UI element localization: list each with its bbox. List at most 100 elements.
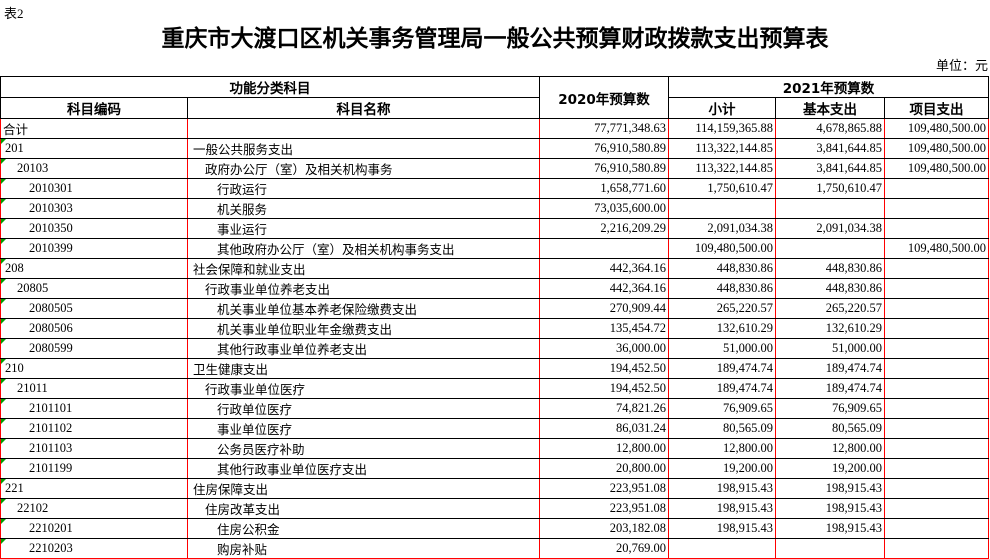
budget-2020-cell[interactable]: 223,951.08 <box>539 478 669 499</box>
project-expenditure-cell[interactable] <box>884 538 989 559</box>
subtotal-2021-cell[interactable]: 19,200.00 <box>668 458 776 479</box>
project-expenditure-cell[interactable] <box>884 458 989 479</box>
header-subtotal[interactable]: 小计 <box>668 97 776 119</box>
budget-2020-cell[interactable]: 73,035,600.00 <box>539 198 669 219</box>
subtotal-2021-cell[interactable]: 80,565.09 <box>668 418 776 439</box>
budget-2020-cell[interactable]: 270,909.44 <box>539 298 669 319</box>
budget-2020-cell[interactable]: 1,658,771.60 <box>539 178 669 199</box>
budget-2020-cell[interactable]: 442,364.16 <box>539 258 669 279</box>
project-expenditure-cell[interactable] <box>884 338 989 359</box>
subtotal-2021-cell[interactable]: 114,159,365.88 <box>668 118 776 139</box>
subject-name-cell[interactable]: 其他行政事业单位医疗支出 <box>187 458 540 479</box>
subtotal-2021-cell[interactable]: 12,800.00 <box>668 438 776 459</box>
budget-2020-cell[interactable]: 36,000.00 <box>539 338 669 359</box>
budget-2020-cell[interactable] <box>539 238 669 259</box>
project-expenditure-cell[interactable]: 109,480,500.00 <box>884 138 989 159</box>
subject-code-cell[interactable]: 2210201 <box>0 518 188 539</box>
basic-expenditure-cell[interactable]: 132,610.29 <box>775 318 885 339</box>
header-2020-budget[interactable]: 2020年预算数 <box>539 76 669 119</box>
subject-name-cell[interactable]: 机关事业单位基本养老保险缴费支出 <box>187 298 540 319</box>
budget-2020-cell[interactable]: 77,771,348.63 <box>539 118 669 139</box>
subject-name-cell[interactable]: 住房保障支出 <box>187 478 540 499</box>
budget-2020-cell[interactable]: 223,951.08 <box>539 498 669 519</box>
basic-expenditure-cell[interactable] <box>775 198 885 219</box>
subtotal-2021-cell[interactable]: 76,909.65 <box>668 398 776 419</box>
project-expenditure-cell[interactable] <box>884 498 989 519</box>
subject-code-cell[interactable]: 20103 <box>0 158 188 179</box>
basic-expenditure-cell[interactable]: 3,841,644.85 <box>775 158 885 179</box>
basic-expenditure-cell[interactable]: 1,750,610.47 <box>775 178 885 199</box>
project-expenditure-cell[interactable] <box>884 198 989 219</box>
subtotal-2021-cell[interactable]: 198,915.43 <box>668 518 776 539</box>
project-expenditure-cell[interactable]: 109,480,500.00 <box>884 238 989 259</box>
project-expenditure-cell[interactable] <box>884 398 989 419</box>
basic-expenditure-cell[interactable]: 12,800.00 <box>775 438 885 459</box>
subject-code-cell[interactable]: 2101103 <box>0 438 188 459</box>
project-expenditure-cell[interactable]: 109,480,500.00 <box>884 158 989 179</box>
project-expenditure-cell[interactable] <box>884 518 989 539</box>
subtotal-2021-cell[interactable]: 51,000.00 <box>668 338 776 359</box>
basic-expenditure-cell[interactable]: 198,915.43 <box>775 518 885 539</box>
project-expenditure-cell[interactable] <box>884 358 989 379</box>
basic-expenditure-cell[interactable]: 448,830.86 <box>775 278 885 299</box>
budget-2020-cell[interactable]: 442,364.16 <box>539 278 669 299</box>
budget-2020-cell[interactable]: 194,452.50 <box>539 378 669 399</box>
subject-name-cell[interactable]: 机关事业单位职业年金缴费支出 <box>187 318 540 339</box>
basic-expenditure-cell[interactable]: 265,220.57 <box>775 298 885 319</box>
project-expenditure-cell[interactable] <box>884 218 989 239</box>
subtotal-2021-cell[interactable]: 189,474.74 <box>668 378 776 399</box>
basic-expenditure-cell[interactable] <box>775 238 885 259</box>
subject-code-cell[interactable]: 2101102 <box>0 418 188 439</box>
subject-name-cell[interactable] <box>187 118 540 139</box>
budget-2020-cell[interactable]: 76,910,580.89 <box>539 138 669 159</box>
subtotal-2021-cell[interactable]: 189,474.74 <box>668 358 776 379</box>
subject-code-cell[interactable]: 2101101 <box>0 398 188 419</box>
project-expenditure-cell[interactable] <box>884 298 989 319</box>
subtotal-2021-cell[interactable]: 448,830.86 <box>668 258 776 279</box>
subtotal-2021-cell[interactable]: 132,610.29 <box>668 318 776 339</box>
basic-expenditure-cell[interactable]: 198,915.43 <box>775 478 885 499</box>
subject-code-cell[interactable]: 2080505 <box>0 298 188 319</box>
subject-name-cell[interactable]: 住房公积金 <box>187 518 540 539</box>
budget-2020-cell[interactable]: 135,454.72 <box>539 318 669 339</box>
basic-expenditure-cell[interactable]: 189,474.74 <box>775 358 885 379</box>
header-2021-budget[interactable]: 2021年预算数 <box>668 76 989 98</box>
project-expenditure-cell[interactable] <box>884 378 989 399</box>
project-expenditure-cell[interactable] <box>884 418 989 439</box>
subject-code-cell[interactable]: 201 <box>0 138 188 159</box>
subject-code-cell[interactable]: 2101199 <box>0 458 188 479</box>
subject-name-cell[interactable]: 行政运行 <box>187 178 540 199</box>
budget-2020-cell[interactable]: 20,800.00 <box>539 458 669 479</box>
basic-expenditure-cell[interactable]: 80,565.09 <box>775 418 885 439</box>
subject-name-cell[interactable]: 购房补贴 <box>187 538 540 559</box>
basic-expenditure-cell[interactable] <box>775 538 885 559</box>
subtotal-2021-cell[interactable]: 198,915.43 <box>668 498 776 519</box>
basic-expenditure-cell[interactable]: 2,091,034.38 <box>775 218 885 239</box>
subject-code-cell[interactable]: 2010301 <box>0 178 188 199</box>
project-expenditure-cell[interactable] <box>884 318 989 339</box>
subtotal-2021-cell[interactable] <box>668 538 776 559</box>
subject-name-cell[interactable]: 政府办公厅（室）及相关机构事务 <box>187 158 540 179</box>
basic-expenditure-cell[interactable]: 51,000.00 <box>775 338 885 359</box>
basic-expenditure-cell[interactable]: 189,474.74 <box>775 378 885 399</box>
subject-name-cell[interactable]: 事业运行 <box>187 218 540 239</box>
subject-name-cell[interactable]: 行政事业单位养老支出 <box>187 278 540 299</box>
basic-expenditure-cell[interactable]: 19,200.00 <box>775 458 885 479</box>
budget-2020-cell[interactable]: 76,910,580.89 <box>539 158 669 179</box>
project-expenditure-cell[interactable] <box>884 278 989 299</box>
subject-code-cell[interactable]: 21011 <box>0 378 188 399</box>
subtotal-2021-cell[interactable]: 1,750,610.47 <box>668 178 776 199</box>
subject-code-cell[interactable]: 2010399 <box>0 238 188 259</box>
subject-name-cell[interactable]: 公务员医疗补助 <box>187 438 540 459</box>
subject-code-cell[interactable]: 2010350 <box>0 218 188 239</box>
header-subject-code[interactable]: 科目编码 <box>0 97 188 119</box>
header-basic-expenditure[interactable]: 基本支出 <box>775 97 885 119</box>
budget-2020-cell[interactable]: 194,452.50 <box>539 358 669 379</box>
subject-name-cell[interactable]: 行政事业单位医疗 <box>187 378 540 399</box>
subject-code-cell[interactable]: 2080599 <box>0 338 188 359</box>
subject-name-cell[interactable]: 其他行政事业单位养老支出 <box>187 338 540 359</box>
subtotal-2021-cell[interactable]: 265,220.57 <box>668 298 776 319</box>
budget-2020-cell[interactable]: 12,800.00 <box>539 438 669 459</box>
subject-code-cell[interactable]: 2010303 <box>0 198 188 219</box>
subject-name-cell[interactable]: 一般公共服务支出 <box>187 138 540 159</box>
